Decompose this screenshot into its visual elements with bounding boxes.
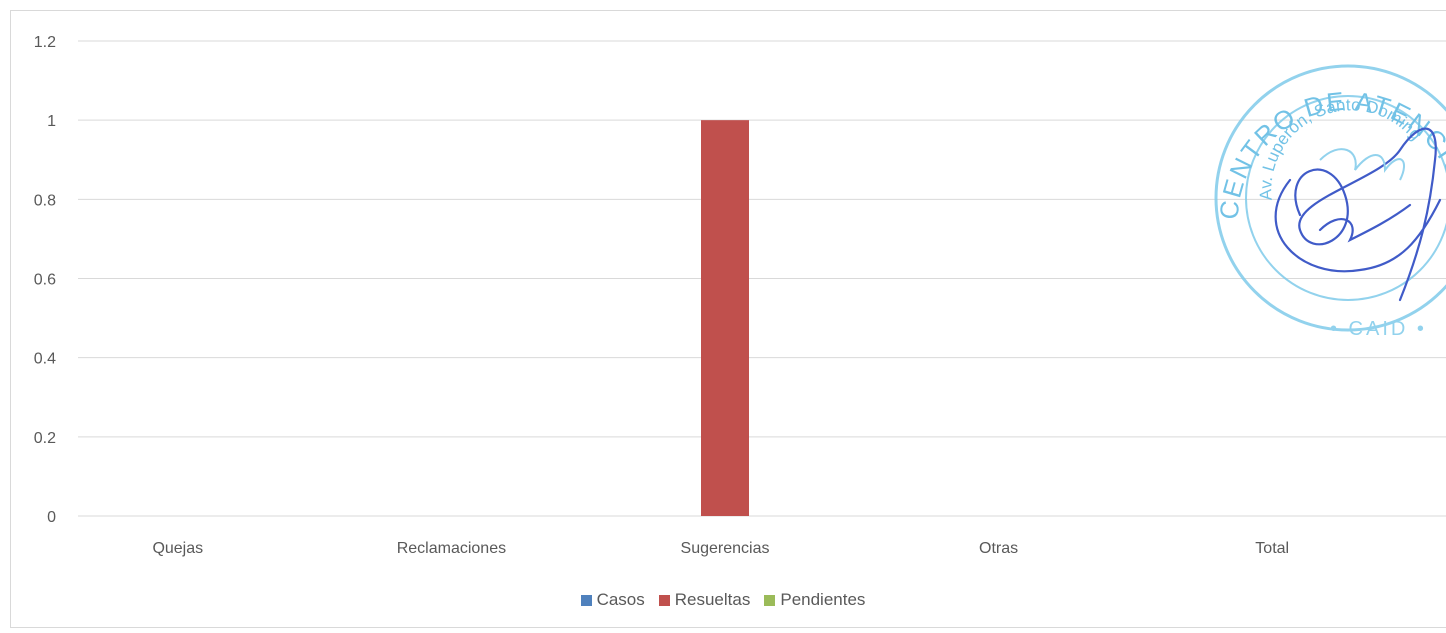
x-tick-label: Quejas: [152, 540, 203, 557]
x-tick-label: Total: [1255, 540, 1289, 557]
legend-item-resueltas: Resueltas: [658, 590, 751, 610]
svg-text:• CAID •: • CAID •: [1330, 318, 1427, 340]
x-tick-label: Otras: [979, 540, 1018, 557]
signature-mark: [1274, 127, 1442, 302]
legend-item-casos: Casos: [580, 590, 645, 610]
y-tick-label: 0: [47, 509, 56, 526]
y-tick-label: 1: [47, 113, 56, 130]
x-axis-tick-labels: Quejas Reclamaciones Sugerencias Otras Total: [152, 540, 1289, 557]
bars: [701, 120, 749, 517]
bar-resueltas-sugerencias: [701, 120, 749, 517]
legend-item-pendientes: Pendientes: [764, 590, 865, 610]
legend-swatch-resueltas: [658, 594, 670, 606]
legend-swatch-casos: [580, 594, 592, 606]
y-tick-label: 1.2: [34, 34, 56, 51]
y-tick-label: 0.2: [34, 430, 56, 447]
chart-legend: Casos Resueltas Pendientes: [0, 590, 1446, 610]
y-tick-label: 0.8: [34, 192, 56, 209]
legend-label-casos: Casos: [596, 590, 645, 609]
y-axis-tick-labels: 0 0.2 0.4 0.6 0.8 1 1.2: [34, 34, 56, 526]
gridlines: [78, 40, 1446, 517]
legend-label-pendientes: Pendientes: [780, 590, 866, 609]
y-tick-label: 0.4: [34, 351, 56, 368]
x-tick-label: Reclamaciones: [397, 540, 506, 557]
legend-label-resueltas: Resueltas: [674, 590, 751, 609]
x-tick-label: Sugerencias: [681, 540, 770, 557]
legend-swatch-pendientes: [764, 594, 776, 606]
y-tick-label: 0.6: [34, 272, 56, 289]
